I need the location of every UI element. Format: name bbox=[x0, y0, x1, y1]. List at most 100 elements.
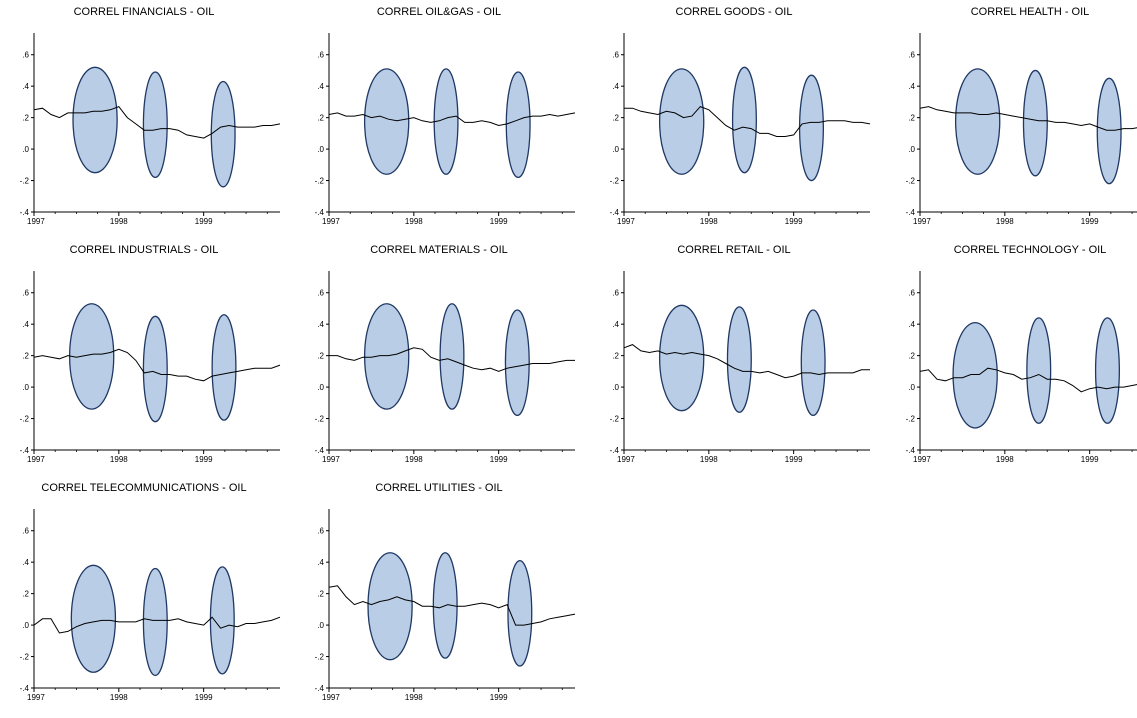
y-tick-label: .2 bbox=[612, 114, 619, 123]
highlight-ellipse bbox=[142, 71, 168, 179]
highlight-ellipse bbox=[1026, 317, 1052, 424]
series-line bbox=[328, 585, 576, 626]
y-tick-label: .6 bbox=[317, 51, 324, 60]
y-tick-label: .0 bbox=[22, 145, 29, 154]
series-line bbox=[33, 616, 281, 634]
x-tick-label: 1997 bbox=[322, 217, 340, 226]
y-tick-label: .4 bbox=[612, 82, 619, 91]
highlight-ellipse bbox=[211, 314, 237, 421]
series-line bbox=[623, 344, 870, 379]
highlight-ellipse bbox=[363, 68, 410, 175]
chart-title: CORREL FINANCIALS - OIL bbox=[73, 6, 215, 18]
y-tick-label: -.2 bbox=[906, 177, 916, 186]
y-tick-label: .6 bbox=[22, 527, 29, 536]
y-tick-label: .4 bbox=[22, 320, 29, 329]
y-tick-label: .2 bbox=[22, 352, 29, 361]
highlight-ellipse bbox=[507, 559, 533, 667]
y-tick-label: -.4 bbox=[20, 446, 30, 455]
x-tick-label: 1998 bbox=[996, 217, 1014, 226]
series-line bbox=[919, 367, 1137, 393]
series-line bbox=[33, 106, 281, 139]
x-tick-label: 1999 bbox=[785, 217, 803, 226]
x-tick-label: 1998 bbox=[110, 455, 128, 464]
highlight-ellipse bbox=[210, 80, 236, 188]
y-tick-label: -.2 bbox=[315, 415, 325, 424]
chart-panel: CORREL RETAIL - OIL .6 .4 .2 .0 -.2 -.4 1997 199… bbox=[594, 244, 874, 480]
x-tick-label: 1998 bbox=[405, 217, 423, 226]
series-line bbox=[329, 347, 575, 372]
chart-title: CORREL INDUSTRIALS - OIL bbox=[69, 244, 219, 256]
x-tick-label: 1998 bbox=[700, 217, 718, 226]
x-tick-label: 1999 bbox=[195, 455, 213, 464]
highlight-ellipse bbox=[1094, 317, 1120, 424]
y-tick-label: -.4 bbox=[610, 208, 620, 217]
series-line bbox=[919, 106, 1137, 131]
x-tick-label: 1998 bbox=[405, 693, 423, 702]
x-tick-label: 1998 bbox=[405, 455, 423, 464]
y-tick-label: -.4 bbox=[610, 446, 620, 455]
y-tick-label: .6 bbox=[908, 51, 915, 60]
highlight-ellipse bbox=[209, 566, 235, 675]
y-tick-label: .6 bbox=[612, 289, 619, 298]
highlight-ellipse bbox=[1096, 77, 1122, 185]
y-tick-label: -.2 bbox=[20, 653, 30, 662]
y-tick-label: .0 bbox=[317, 621, 324, 630]
highlight-ellipse bbox=[798, 74, 824, 182]
y-tick-label: .6 bbox=[317, 527, 324, 536]
y-tick-label: .0 bbox=[22, 621, 29, 630]
highlight-ellipse bbox=[952, 321, 998, 429]
y-tick-label: .6 bbox=[22, 289, 29, 298]
y-tick-label: -.4 bbox=[315, 446, 325, 455]
highlight-ellipse bbox=[726, 306, 752, 413]
chart-panel: CORREL MATERIALS - OIL .6 .4 .2 .0 -.2 -.4 1997… bbox=[299, 244, 579, 480]
x-tick-label: 1998 bbox=[996, 455, 1014, 464]
y-tick-label: -.4 bbox=[315, 208, 325, 217]
y-tick-label: .0 bbox=[908, 145, 915, 154]
chart-title: CORREL GOODS - OIL bbox=[675, 6, 793, 18]
chart-title: CORREL MATERIALS - OIL bbox=[370, 244, 508, 256]
chart-title: CORREL UTILITIES - OIL bbox=[375, 482, 503, 494]
x-tick-label: 1998 bbox=[110, 693, 128, 702]
x-tick-label: 1997 bbox=[913, 217, 931, 226]
x-tick-label: 1997 bbox=[27, 217, 45, 226]
x-tick-label: 1998 bbox=[700, 455, 718, 464]
highlight-ellipse bbox=[954, 68, 1001, 175]
x-tick-label: 1999 bbox=[785, 455, 803, 464]
y-tick-label: .6 bbox=[908, 289, 915, 298]
y-tick-label: -.2 bbox=[610, 415, 620, 424]
chart-title: CORREL OIL&GAS - OIL bbox=[376, 6, 502, 18]
chart-panel: CORREL OIL&GAS - OIL .6 .4 .2 .0 -.2 -.4 1997 19… bbox=[299, 6, 579, 242]
y-tick-label: -.4 bbox=[20, 208, 30, 217]
highlight-ellipse bbox=[658, 304, 705, 412]
y-tick-label: -.4 bbox=[906, 446, 916, 455]
highlight-ellipse bbox=[363, 303, 410, 410]
y-tick-label: .4 bbox=[22, 82, 29, 91]
highlight-ellipse bbox=[72, 66, 118, 174]
chart-title: CORREL TECHNOLOGY - OIL bbox=[953, 244, 1107, 256]
chart-panel: CORREL TECHNOLOGY - OIL .6.4.2.0 -.2 -.4 199… bbox=[890, 244, 1137, 480]
chart-panel: CORREL TELECOMMUNICATIONS - OIL .6 .4 .2 .0 -… bbox=[4, 482, 284, 718]
chart-title: CORREL HEALTH - OIL bbox=[970, 6, 1090, 18]
y-tick-label: -.2 bbox=[906, 415, 916, 424]
x-tick-label: 1998 bbox=[110, 217, 128, 226]
x-tick-label: 1997 bbox=[913, 455, 931, 464]
y-tick-label: -.2 bbox=[315, 177, 325, 186]
y-tick-label: .6 bbox=[317, 289, 324, 298]
y-tick-label: .0 bbox=[908, 383, 915, 392]
y-tick-label: .0 bbox=[612, 383, 619, 392]
highlight-ellipse bbox=[658, 68, 705, 175]
y-tick-label: .4 bbox=[317, 558, 324, 567]
y-tick-label: .4 bbox=[908, 82, 915, 91]
highlight-ellipse bbox=[142, 567, 168, 677]
highlight-ellipse bbox=[439, 303, 465, 410]
y-tick-label: .2 bbox=[22, 114, 29, 123]
y-tick-label: .0 bbox=[612, 145, 619, 154]
chart-panel: CORREL HEALTH - OIL .6 .4 .2 .0 -.2 -.4 1997 199… bbox=[890, 6, 1137, 242]
